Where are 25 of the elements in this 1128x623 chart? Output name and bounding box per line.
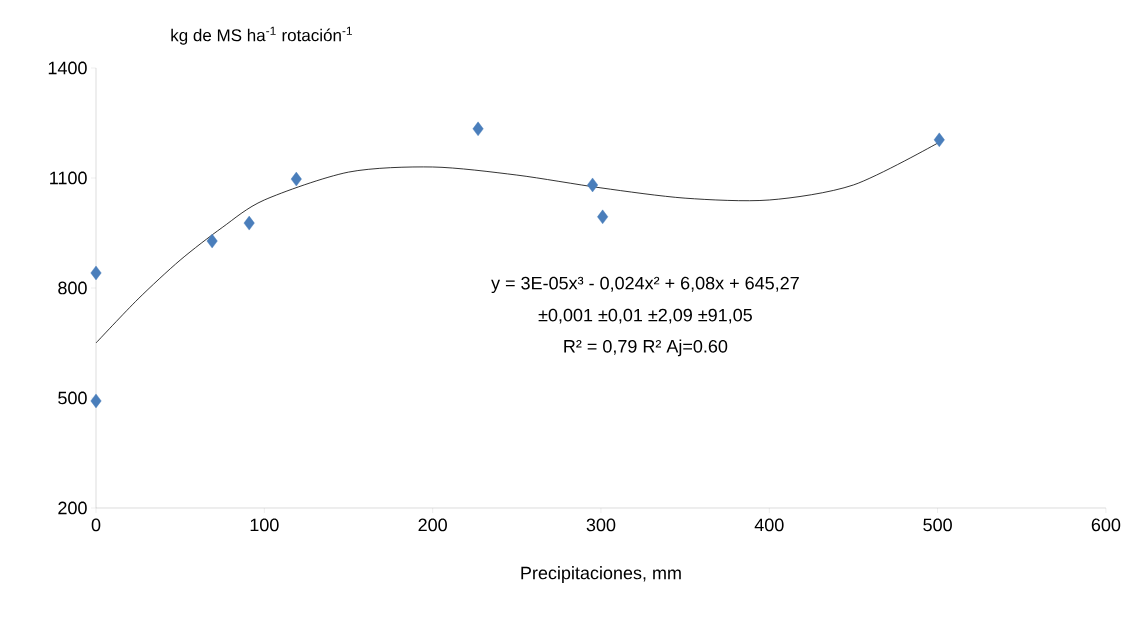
point (90, 393, 102, 409)
x-tick-label: 400 (754, 518, 784, 532)
x-tick-label: 300 (586, 518, 616, 532)
y-tick-label: 200 (58, 501, 87, 515)
y-axis-title: kg de MS ha$^{-1}$ rotación$^{-1}$ (171, 26, 352, 45)
x-tick-label: 200 (418, 518, 447, 532)
point (90, 265, 102, 281)
y-tick-label: 500 (58, 391, 87, 405)
point (472, 121, 484, 137)
y-tick-label: 1400 (48, 61, 87, 75)
point (243, 215, 255, 231)
point (206, 233, 218, 249)
point (290, 171, 302, 187)
x-tick-label: 600 (1091, 518, 1121, 532)
point (597, 209, 609, 225)
y-tick-label: 1100 (50, 171, 87, 185)
x-tick-label: 500 (923, 518, 952, 532)
x-tick-label: 0 (91, 518, 101, 532)
annotation: ±0,001 ±0,01 ±2,09 ±91,05 (538, 308, 752, 324)
point (933, 132, 945, 148)
annotation: R² = 0,79 R² Aj=0.60 (564, 339, 728, 357)
y-tick-label: 800 (58, 281, 87, 295)
annotation: y = 3E-05x³ - 0,024x² + 6,08x + 645,27 (491, 276, 799, 294)
x-tick-label: 100 (250, 518, 279, 532)
x-axis-title: Precipitaciones, mm (521, 566, 681, 583)
